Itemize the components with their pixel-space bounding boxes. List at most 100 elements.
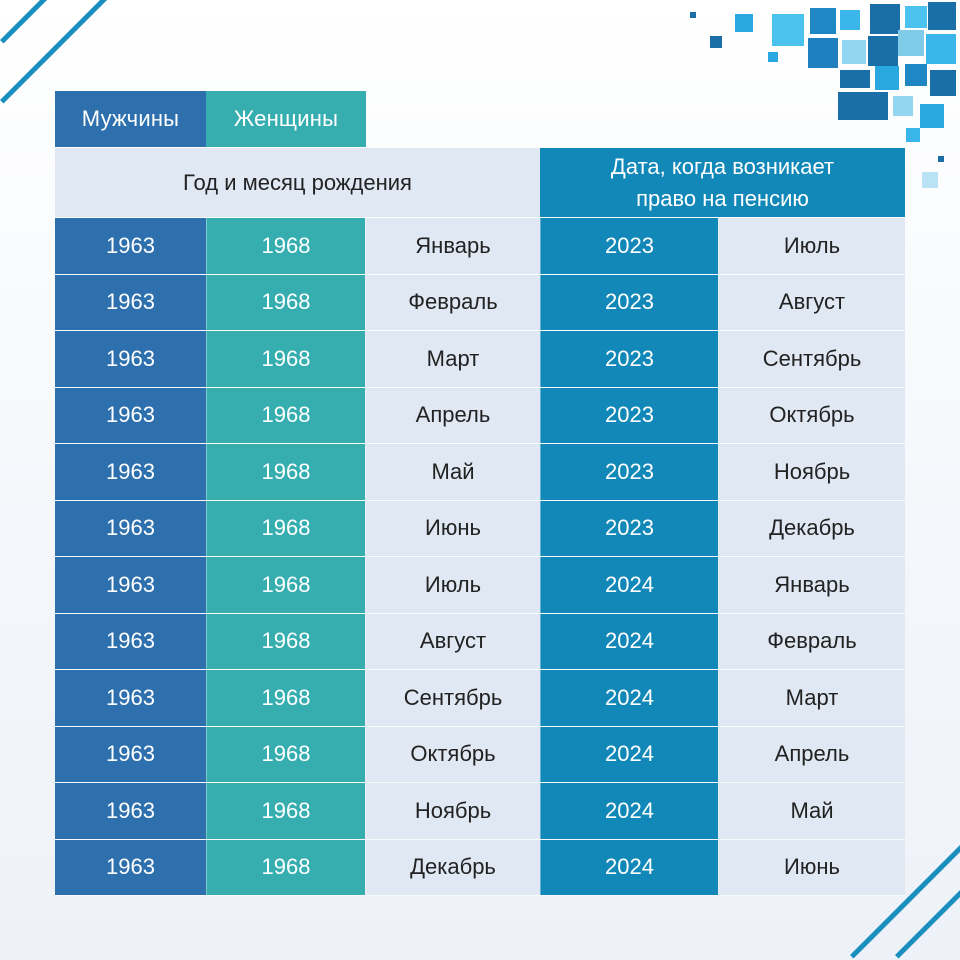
decor-square <box>922 172 938 188</box>
women-birth-year: 1968 <box>206 726 365 782</box>
decor-square <box>810 8 836 34</box>
decor-square <box>735 14 753 32</box>
decor-square <box>893 96 913 116</box>
birth-month: Октябрь <box>365 726 540 782</box>
women-birth-year: 1968 <box>206 613 365 669</box>
pension-month: Март <box>718 670 905 726</box>
header-pension-date: Дата, когда возникает право на пенсию <box>540 148 905 217</box>
pension-year: 2023 <box>540 218 718 274</box>
men-birth-year: 1963 <box>55 613 206 669</box>
birth-month: Январь <box>365 218 540 274</box>
decor-square <box>928 2 956 30</box>
men-birth-year: 1963 <box>55 274 206 330</box>
decor-square <box>938 156 944 162</box>
table-row: 1963 1968 Июль 2024 Январь <box>55 557 905 614</box>
men-birth-year: 1963 <box>55 726 206 782</box>
decor-square <box>842 40 866 64</box>
women-birth-year: 1968 <box>206 500 365 556</box>
birth-month: Июнь <box>365 500 540 556</box>
decor-square <box>838 92 888 120</box>
men-birth-year: 1963 <box>55 500 206 556</box>
women-birth-year: 1968 <box>206 839 365 895</box>
men-birth-year: 1963 <box>55 557 206 613</box>
header-pension-line2: право на пенсию <box>636 185 809 211</box>
pension-year: 2024 <box>540 839 718 895</box>
pension-month: Июнь <box>718 839 905 895</box>
pension-year: 2023 <box>540 274 718 330</box>
men-birth-year: 1963 <box>55 839 206 895</box>
men-birth-year: 1963 <box>55 387 206 443</box>
women-birth-year: 1968 <box>206 274 365 330</box>
pension-month: Июль <box>718 218 905 274</box>
birth-month: Май <box>365 444 540 500</box>
decor-square <box>768 52 778 62</box>
pension-year: 2024 <box>540 670 718 726</box>
birth-month: Декабрь <box>365 839 540 895</box>
table-row: 1963 1968 Май 2023 Ноябрь <box>55 444 905 501</box>
decor-square <box>772 14 804 46</box>
birth-month: Июль <box>365 557 540 613</box>
women-birth-year: 1968 <box>206 670 365 726</box>
pension-year: 2024 <box>540 726 718 782</box>
decor-square <box>926 34 956 64</box>
pension-year: 2023 <box>540 444 718 500</box>
legend-men: Мужчины <box>55 91 206 147</box>
table-row: 1963 1968 Ноябрь 2024 Май <box>55 783 905 840</box>
men-birth-year: 1963 <box>55 783 206 839</box>
decor-square <box>868 36 898 66</box>
pension-month: Январь <box>718 557 905 613</box>
decor-square <box>870 4 900 34</box>
table-row: 1963 1968 Сентябрь 2024 Март <box>55 670 905 727</box>
decor-square <box>710 36 722 48</box>
decor-square <box>875 66 899 90</box>
pension-year: 2024 <box>540 557 718 613</box>
pension-month: Декабрь <box>718 500 905 556</box>
pension-month: Ноябрь <box>718 444 905 500</box>
decor-square <box>905 6 927 28</box>
birth-month: Ноябрь <box>365 783 540 839</box>
birth-month: Сентябрь <box>365 670 540 726</box>
table-row: 1963 1968 Март 2023 Сентябрь <box>55 331 905 388</box>
pension-year: 2024 <box>540 783 718 839</box>
table-row: 1963 1968 Июнь 2023 Декабрь <box>55 500 905 557</box>
table-row: 1963 1968 Апрель 2023 Октябрь <box>55 387 905 444</box>
birth-month: Февраль <box>365 274 540 330</box>
decor-square <box>898 30 924 56</box>
pension-year: 2024 <box>540 613 718 669</box>
decor-stripe <box>0 0 54 44</box>
birth-month: Март <box>365 331 540 387</box>
decor-square <box>930 70 956 96</box>
table-row: 1963 1968 Декабрь 2024 Июнь <box>55 839 905 896</box>
pension-table: 1963 1968 Январь 2023 Июль 1963 1968 Фев… <box>55 218 905 896</box>
pension-month: Апрель <box>718 726 905 782</box>
table-row: 1963 1968 Октябрь 2024 Апрель <box>55 726 905 783</box>
pension-month: Октябрь <box>718 387 905 443</box>
men-birth-year: 1963 <box>55 444 206 500</box>
women-birth-year: 1968 <box>206 783 365 839</box>
table-row: 1963 1968 Февраль 2023 Август <box>55 274 905 331</box>
men-birth-year: 1963 <box>55 331 206 387</box>
pension-year: 2023 <box>540 331 718 387</box>
decor-stripe <box>0 0 110 104</box>
table-row: 1963 1968 Август 2024 Февраль <box>55 613 905 670</box>
pension-month: Май <box>718 783 905 839</box>
pension-year: 2023 <box>540 387 718 443</box>
birth-month: Апрель <box>365 387 540 443</box>
header-birth-date: Год и месяц рождения <box>55 148 540 217</box>
pension-year: 2023 <box>540 500 718 556</box>
header-pension-line1: Дата, когда возникает <box>610 153 835 179</box>
pension-month: Август <box>718 274 905 330</box>
decor-square <box>840 10 860 30</box>
table-row: 1963 1968 Январь 2023 Июль <box>55 218 905 275</box>
women-birth-year: 1968 <box>206 331 365 387</box>
women-birth-year: 1968 <box>206 444 365 500</box>
decor-square <box>920 104 944 128</box>
men-birth-year: 1963 <box>55 670 206 726</box>
decor-square <box>690 12 696 18</box>
women-birth-year: 1968 <box>206 557 365 613</box>
decor-square <box>840 70 870 88</box>
pension-month: Февраль <box>718 613 905 669</box>
men-birth-year: 1963 <box>55 218 206 274</box>
birth-month: Август <box>365 613 540 669</box>
pension-month: Сентябрь <box>718 331 905 387</box>
